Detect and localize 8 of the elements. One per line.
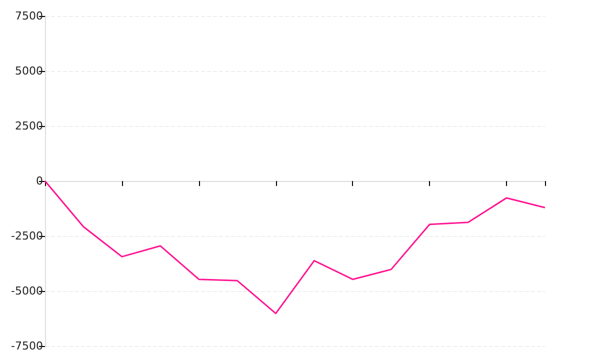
y-tick-label: 5000 <box>15 64 43 78</box>
y-tick-label: 7500 <box>15 10 43 22</box>
line-series <box>44 180 546 314</box>
y-tick-label: -2500 <box>11 230 43 242</box>
y-tick-label: -7500 <box>11 340 43 352</box>
y-tick-label: 0 <box>36 174 43 188</box>
y-tick-label: -5000 <box>11 284 43 298</box>
y-tick-label: 2500 <box>15 120 43 132</box>
